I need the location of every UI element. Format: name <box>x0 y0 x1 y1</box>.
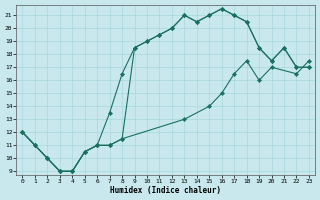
X-axis label: Humidex (Indice chaleur): Humidex (Indice chaleur) <box>110 186 221 195</box>
